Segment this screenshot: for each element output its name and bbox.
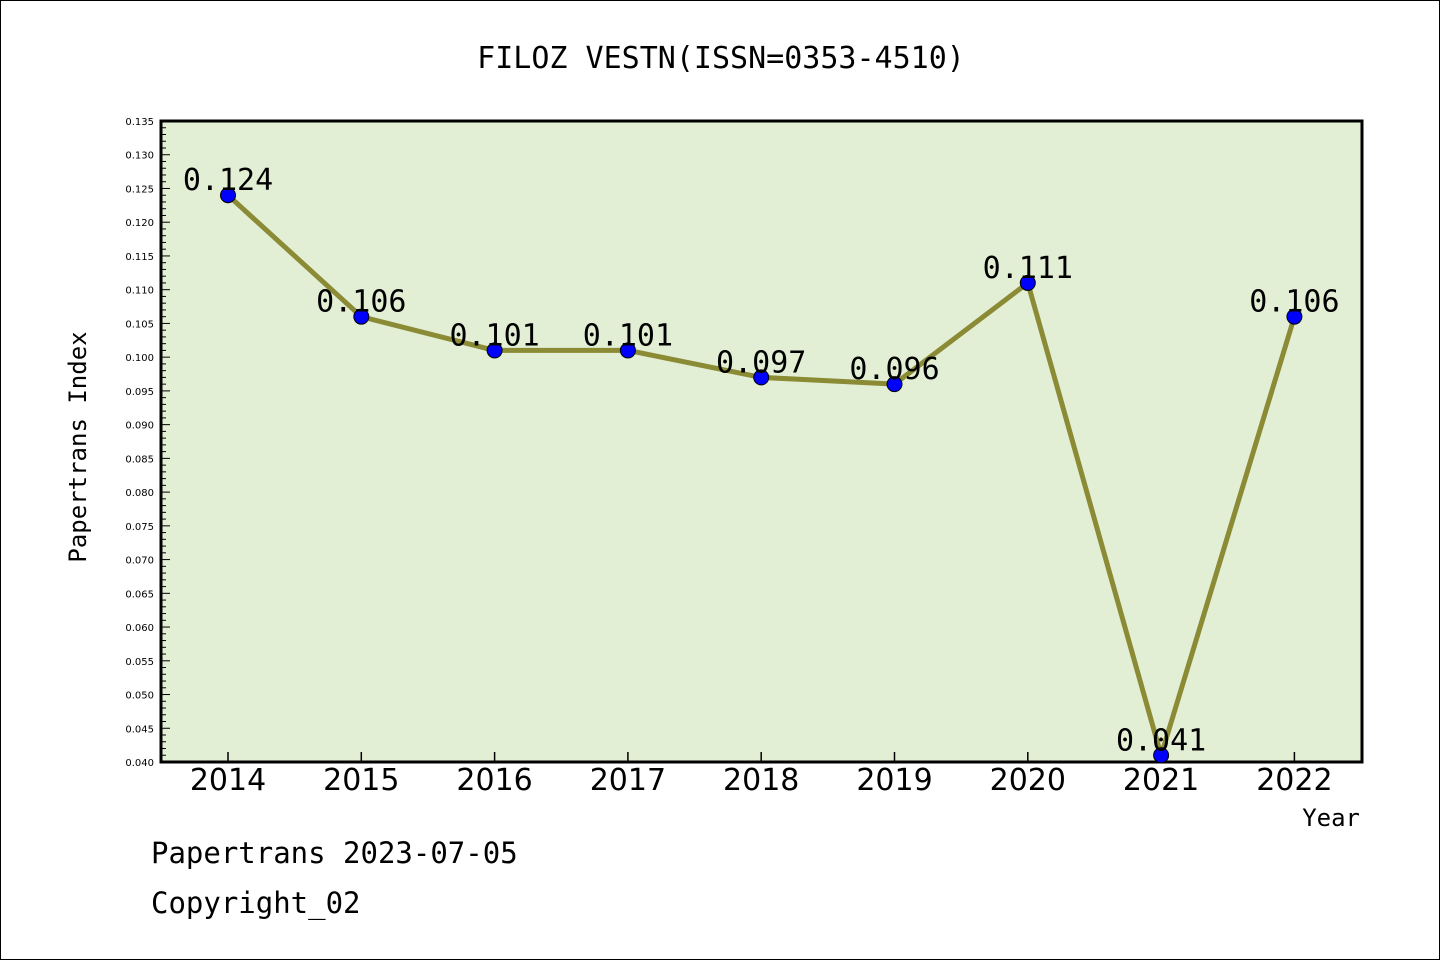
y-tick-label: 0.085	[125, 454, 154, 465]
data-label: 0.106	[1249, 285, 1339, 320]
series-layer: 0.124 0.106 0.101 0.101 0.097 0.096 0.111 0.041…	[183, 163, 1340, 764]
y-tick-label: 0.095	[125, 387, 154, 398]
data-point	[486, 342, 503, 359]
footer-date: Papertrans 2023-07-05	[151, 836, 518, 870]
x-axis: 2014 2015 2016 2017 2018 2019 2020 2021 2022	[190, 752, 1333, 798]
data-label: 0.111	[983, 251, 1073, 286]
y-axis-label: Papertrans Index	[64, 331, 92, 562]
x-axis-label: Year	[1302, 804, 1360, 832]
data-point	[886, 376, 903, 393]
chart-title: FILOZ VESTN(ISSN=0353-4510)	[477, 41, 965, 76]
y-tick-label: 0.125	[125, 184, 154, 195]
y-tick-label: 0.130	[125, 151, 154, 162]
y-tick-label: 0.110	[125, 286, 154, 297]
y-tick-label: 0.040	[125, 758, 154, 769]
y-axis: 0.040 0.045 0.050 0.055 0.060 0.065 0.070 0.075…	[125, 117, 170, 769]
y-tick-label: 0.120	[125, 218, 154, 229]
y-tick-label: 0.100	[125, 353, 154, 364]
y-tick-label: 0.105	[125, 319, 154, 330]
plot-area	[159, 119, 1364, 764]
x-tick-label: 2018	[723, 763, 799, 798]
data-point	[753, 369, 770, 386]
y-tick-label: 0.135	[125, 117, 154, 128]
x-tick-label: 2022	[1256, 763, 1332, 798]
y-tick-label: 0.075	[125, 522, 154, 533]
data-label: 0.106	[316, 285, 406, 320]
data-label: 0.124	[183, 163, 273, 198]
x-tick-label: 2017	[590, 763, 666, 798]
data-point	[353, 308, 370, 325]
x-tick-label: 2016	[456, 763, 532, 798]
data-point	[220, 187, 236, 204]
x-tick-label: 2019	[856, 763, 932, 798]
data-label: 0.097	[716, 345, 806, 380]
y-tick-label: 0.060	[125, 623, 154, 634]
data-label: 0.101	[449, 318, 539, 353]
x-tick-label: 2020	[990, 763, 1066, 798]
data-label: 0.041	[1116, 723, 1206, 758]
data-point	[1019, 274, 1036, 291]
data-point	[619, 342, 636, 359]
x-tick-label: 2021	[1123, 763, 1199, 798]
footer-copyright: Copyright_02	[151, 886, 361, 920]
y-tick-label: 0.080	[125, 488, 154, 499]
y-tick-label: 0.055	[125, 657, 154, 668]
y-tick-label: 0.115	[125, 252, 154, 263]
y-tick-label: 0.045	[125, 724, 154, 735]
y-tick-label: 0.070	[125, 556, 154, 567]
y-tick-label: 0.065	[125, 589, 154, 600]
data-label: 0.101	[583, 318, 673, 353]
x-tick-label: 2014	[190, 763, 266, 798]
data-label: 0.096	[849, 352, 939, 387]
data-point	[1153, 747, 1170, 764]
x-tick-label: 2015	[323, 763, 399, 798]
data-point	[1286, 308, 1303, 325]
y-tick-label: 0.050	[125, 691, 154, 702]
y-tick-label: 0.090	[125, 421, 154, 432]
